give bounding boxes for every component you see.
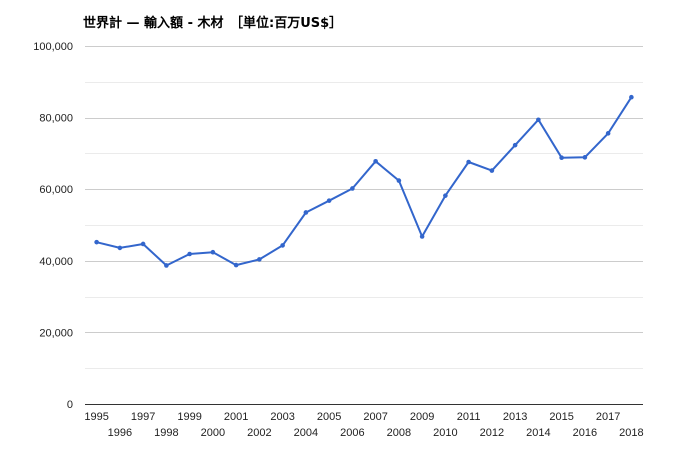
data-point [443, 193, 448, 198]
x-tick-label: 2002 [247, 427, 271, 439]
data-point [187, 251, 192, 257]
x-tick-label: 1997 [131, 411, 155, 423]
x-tick-label: 2000 [201, 427, 225, 439]
y-tick-label: 40,000 [39, 256, 73, 268]
x-tick-label: 2004 [294, 427, 318, 439]
data-point [140, 241, 146, 247]
x-tick-label: 1995 [84, 411, 108, 423]
x-tick-label: 2011 [457, 411, 481, 423]
x-tick-label: 2014 [526, 427, 550, 439]
x-tick-label: 2008 [387, 427, 411, 439]
x-tick-label: 2017 [596, 411, 620, 423]
data-point [117, 245, 123, 251]
chart-title: 世界計 — 輸入額 - 木材 ［単位:百万US$］ [83, 15, 342, 31]
y-tick-label: 80,000 [39, 113, 73, 125]
x-tick-label: 1998 [154, 427, 178, 439]
x-tick-label: 2010 [433, 427, 457, 439]
x-tick-label: 2018 [619, 427, 643, 439]
data-point [233, 262, 239, 268]
data-point [512, 142, 518, 148]
grid [85, 46, 643, 405]
x-tick-label: 1999 [177, 411, 201, 423]
x-tick-label: 2009 [410, 411, 434, 423]
data-point [582, 155, 588, 160]
x-tick-label: 2016 [573, 427, 597, 439]
data-point [629, 94, 634, 100]
data-point [326, 198, 332, 203]
data-point [210, 249, 216, 255]
y-axis-ticks: 0 20,000 40,000 60,000 80,000 100,000 [33, 41, 73, 411]
x-tick-label: 2003 [270, 411, 294, 423]
x-tick-label: 2006 [340, 427, 364, 439]
x-tick-label: 2005 [317, 411, 341, 423]
y-tick-label: 20,000 [39, 327, 73, 339]
data-point [303, 210, 309, 215]
data-point [396, 178, 402, 183]
data-point [536, 117, 541, 123]
series-layer [94, 94, 634, 268]
x-tick-label: 1996 [108, 427, 132, 439]
data-point [489, 168, 495, 173]
data-point [280, 243, 285, 248]
y-tick-label: 0 [67, 399, 73, 411]
data-point [350, 186, 355, 191]
x-tick-label: 2013 [503, 411, 527, 423]
data-point [466, 159, 471, 165]
x-tick-label: 2001 [224, 411, 248, 423]
data-point [605, 131, 611, 136]
data-point [257, 257, 262, 262]
series-line [96, 96, 633, 267]
data-point [94, 239, 99, 245]
x-tick-label: 2015 [549, 411, 573, 423]
x-tick-label: 2012 [480, 427, 504, 439]
x-axis-ticks: 1995199619971998199920002001200220032004… [84, 411, 643, 439]
y-tick-label: 100,000 [33, 41, 73, 53]
data-point [419, 234, 425, 239]
data-point [164, 263, 169, 268]
data-point [559, 155, 564, 160]
y-tick-label: 60,000 [39, 184, 73, 196]
x-tick-label: 2007 [363, 411, 387, 423]
data-point [373, 158, 378, 164]
